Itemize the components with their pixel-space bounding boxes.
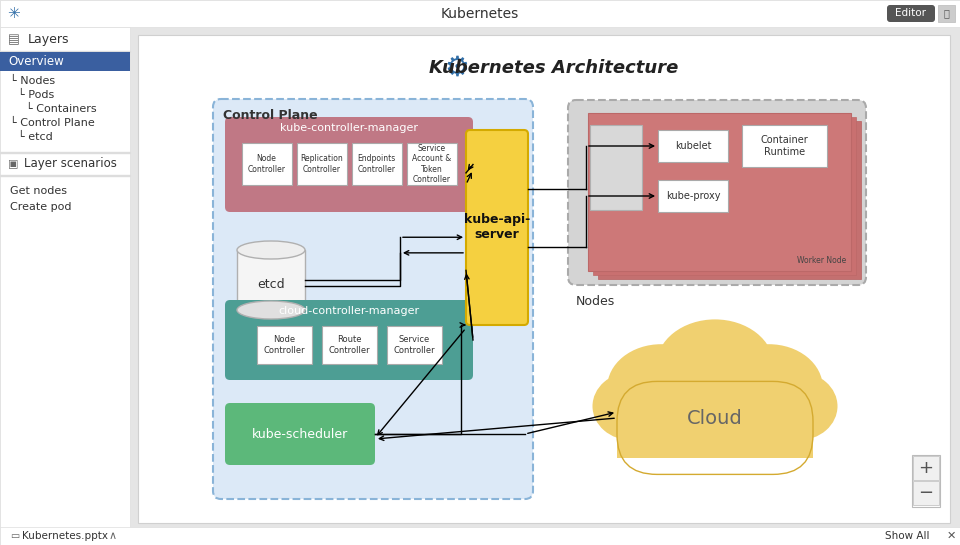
Bar (297, 143, 347, 185)
Text: Get nodes: Get nodes (10, 186, 67, 196)
Text: └ Nodes: └ Nodes (10, 76, 55, 86)
Bar (0, 52, 130, 71)
Text: Replication
Controller: Replication Controller (300, 154, 343, 174)
FancyBboxPatch shape (225, 117, 473, 212)
Text: Kubernetes Architecture: Kubernetes Architecture (429, 59, 679, 77)
Text: ▭: ▭ (10, 531, 19, 541)
Text: kube-proxy: kube-proxy (665, 191, 720, 201)
Bar (742, 125, 827, 167)
FancyBboxPatch shape (225, 300, 473, 380)
Bar (913, 481, 939, 505)
Bar (658, 180, 728, 212)
Text: Service
Account &
Token
Controller: Service Account & Token Controller (412, 144, 451, 184)
Text: ⚙: ⚙ (444, 54, 469, 82)
Ellipse shape (592, 372, 671, 440)
Text: ✳: ✳ (8, 7, 20, 21)
Text: ∧: ∧ (108, 531, 117, 541)
Text: ✕: ✕ (947, 531, 956, 541)
Text: Endpoints
Controller: Endpoints Controller (357, 154, 396, 174)
Text: kube-controller-manager: kube-controller-manager (280, 123, 418, 133)
Bar (658, 130, 728, 162)
Text: −: − (919, 484, 933, 502)
Bar (256, 326, 311, 364)
Text: Route
Controller: Route Controller (328, 335, 370, 355)
Text: Create pod: Create pod (10, 202, 71, 212)
Ellipse shape (657, 319, 774, 413)
Bar (913, 456, 939, 480)
Text: Control Plane: Control Plane (223, 109, 318, 122)
Text: Container
Runtime: Container Runtime (760, 135, 808, 157)
Text: └ Pods: └ Pods (18, 90, 55, 100)
Text: +: + (919, 459, 933, 477)
Ellipse shape (715, 344, 823, 431)
Text: ▣: ▣ (8, 159, 18, 169)
Text: Worker Node: Worker Node (797, 256, 846, 265)
Bar (351, 143, 401, 185)
Text: kube-scheduler: kube-scheduler (252, 427, 348, 440)
Text: └ etcd: └ etcd (18, 132, 53, 142)
Text: Layers: Layers (28, 33, 69, 46)
FancyBboxPatch shape (225, 403, 375, 465)
Text: └ Control Plane: └ Control Plane (10, 118, 95, 128)
Bar (912, 455, 940, 507)
Bar (593, 117, 856, 275)
Ellipse shape (237, 241, 305, 259)
Ellipse shape (608, 344, 715, 431)
Bar (938, 5, 955, 22)
Bar (598, 121, 861, 279)
Text: etcd: etcd (257, 278, 285, 292)
Text: Overview: Overview (8, 55, 63, 68)
Text: Kubernetes: Kubernetes (441, 7, 519, 21)
Text: ▤: ▤ (8, 33, 20, 46)
Text: Layer scenarios: Layer scenarios (24, 158, 117, 171)
Text: ⛶: ⛶ (944, 9, 949, 19)
Bar (0, 27, 130, 545)
Bar (237, 250, 305, 310)
Bar (138, 35, 950, 523)
Text: Service
Controller: Service Controller (394, 335, 435, 355)
Ellipse shape (617, 378, 813, 452)
Bar (406, 143, 457, 185)
Text: Node
Controller: Node Controller (263, 335, 305, 355)
Bar (0, 527, 960, 545)
FancyBboxPatch shape (466, 130, 528, 325)
Bar (588, 113, 851, 271)
Text: Show All: Show All (885, 531, 929, 541)
Bar (242, 143, 292, 185)
Text: Editor: Editor (896, 9, 926, 19)
FancyBboxPatch shape (213, 99, 533, 499)
Text: cloud-controller-manager: cloud-controller-manager (278, 306, 420, 316)
Text: Node
Controller: Node Controller (248, 154, 285, 174)
Text: kubelet: kubelet (675, 141, 711, 151)
Ellipse shape (237, 301, 305, 319)
Text: Kubernetes.pptx: Kubernetes.pptx (22, 531, 108, 541)
Bar (590, 125, 642, 210)
FancyBboxPatch shape (887, 5, 935, 22)
Text: Cloud: Cloud (687, 409, 743, 427)
Bar (617, 415, 813, 458)
Bar (0, 0, 960, 27)
FancyBboxPatch shape (568, 100, 866, 285)
Text: └ Containers: └ Containers (26, 104, 97, 114)
Ellipse shape (759, 372, 837, 440)
Text: Nodes: Nodes (576, 295, 615, 308)
Bar (322, 326, 376, 364)
Bar (387, 326, 442, 364)
Text: kube-api-
server: kube-api- server (464, 214, 530, 241)
